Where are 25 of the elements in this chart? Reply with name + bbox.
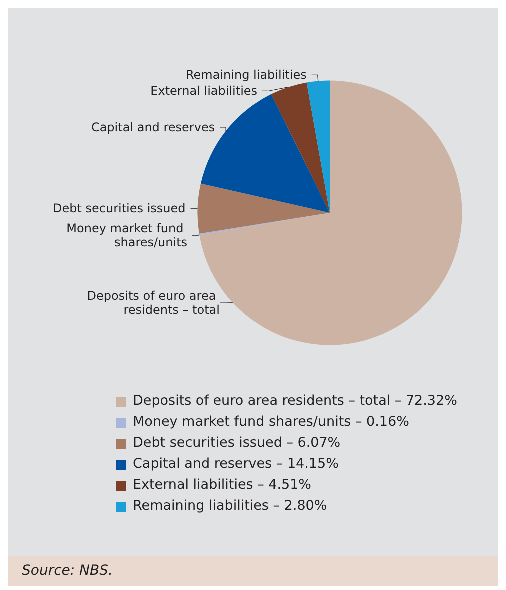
legend-label: Deposits of euro area residents – total bbox=[133, 392, 391, 411]
text: – bbox=[286, 435, 294, 451]
text: – bbox=[276, 456, 284, 472]
source-note: Source: NBS. bbox=[22, 563, 113, 579]
slice-label: Capital and reserves bbox=[91, 120, 216, 134]
data-label: 14.15% bbox=[287, 455, 339, 474]
data-label: 4.51% bbox=[268, 476, 312, 495]
slice-label: External liabilities bbox=[150, 84, 258, 98]
slice-label: Deposits of euro area residents – total bbox=[87, 289, 220, 317]
legend-label: Debt securities issued bbox=[133, 434, 282, 453]
legend-label: Money market fund shares/units bbox=[133, 413, 352, 432]
data-label: 0.16% bbox=[366, 413, 410, 432]
legend-label: External liabilities bbox=[133, 476, 254, 495]
slice-label: Remaining liabilities bbox=[186, 68, 307, 82]
data-label: 72.32% bbox=[406, 392, 458, 411]
legend-label: Remaining liabilities bbox=[133, 497, 269, 516]
legend-label: Capital and reserves bbox=[133, 455, 272, 474]
slice-label: Money market fund shares/units bbox=[66, 222, 188, 250]
data-label: 6.07% bbox=[298, 434, 341, 453]
data-label: 2.80% bbox=[284, 497, 328, 516]
slice-label: Debt securities issued bbox=[52, 202, 186, 216]
text: – bbox=[394, 392, 403, 411]
text: – bbox=[355, 414, 362, 430]
text: – bbox=[273, 498, 280, 514]
text: – bbox=[258, 477, 264, 493]
